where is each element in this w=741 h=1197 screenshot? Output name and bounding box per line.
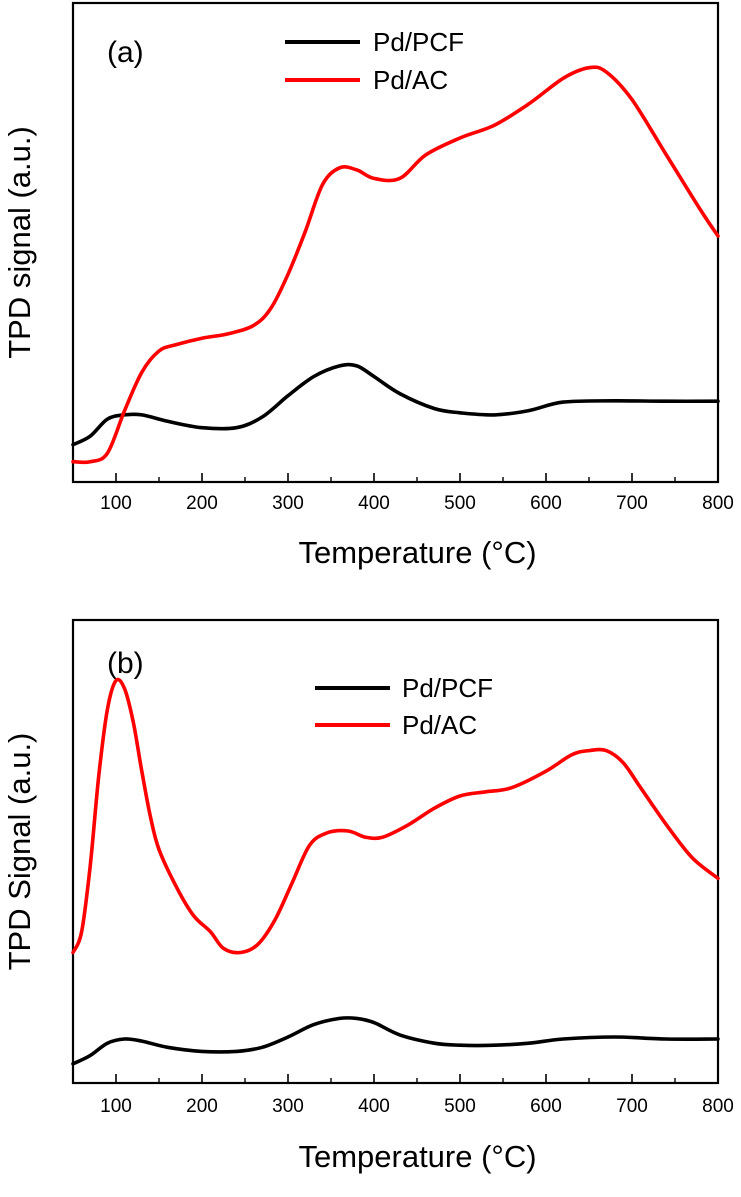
x-tick-label: 700 (616, 493, 648, 514)
series-line-pd-ac (71, 677, 720, 955)
x-axis-title: Temperature (°C) (298, 1139, 536, 1174)
x-tick-label: 600 (530, 493, 562, 514)
x-tick-label: 400 (358, 1096, 390, 1117)
y-axis-title: TPD Signal (a.u.) (2, 733, 37, 971)
x-tick-label: 200 (186, 493, 218, 514)
plot-frame (71, 1, 720, 484)
panel-a: 100 200 300 400 500 600 700 800 Temperature (°C)… (2, 1, 734, 570)
y-axis-title: TPD signal (a.u.) (2, 126, 37, 359)
series-line-pd-pcf (71, 362, 720, 447)
plot-frame (71, 618, 720, 1085)
x-tick-label: 600 (530, 1096, 562, 1117)
x-tick-label: 500 (444, 1096, 476, 1117)
panel-label: (b) (107, 647, 144, 680)
legend-label: Pd/AC (402, 710, 477, 740)
legend-label: Pd/PCF (402, 673, 493, 703)
x-tick-label: 800 (702, 1096, 734, 1117)
x-tick-label: 700 (616, 1096, 648, 1117)
panel-label: (a) (107, 36, 144, 69)
x-tick-label: 300 (272, 1096, 304, 1117)
x-tick-label: 300 (272, 493, 304, 514)
x-axis-title: Temperature (°C) (298, 535, 536, 570)
panel-b: 100 200 300 400 500 600 700 800 Temperature (°C)… (2, 618, 734, 1174)
series-line-pd-pcf (71, 1016, 720, 1066)
legend-label: Pd/AC (373, 65, 448, 95)
legend-label: Pd/PCF (373, 27, 464, 57)
x-tick-label: 200 (186, 1096, 218, 1117)
x-tick-label: 100 (100, 493, 132, 514)
series-line-pd-ac (71, 65, 720, 465)
x-tick-label: 400 (358, 493, 390, 514)
x-tick-label: 500 (444, 493, 476, 514)
x-tick-label: 800 (702, 493, 734, 514)
x-tick-label: 100 (100, 1096, 132, 1117)
